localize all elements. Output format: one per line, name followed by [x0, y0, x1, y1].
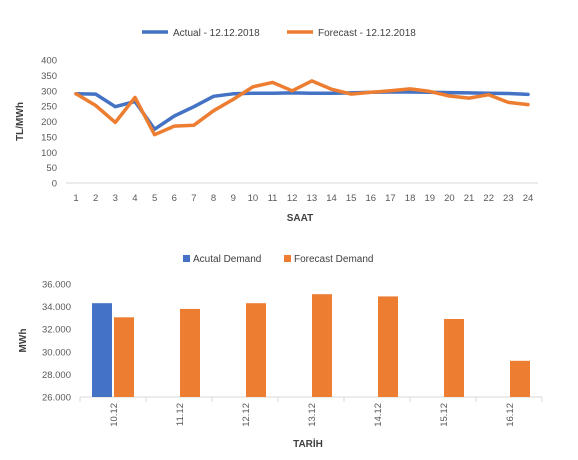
x-tick-label: 21: [464, 193, 475, 204]
legend-label-forecast-demand: Forecast Demand: [294, 254, 373, 265]
x-tick-label: 24: [523, 193, 534, 204]
x-tick-label: 16.12: [505, 403, 516, 427]
bar-forecast-demand: [312, 294, 332, 397]
x-tick-label: 14.12: [373, 403, 384, 427]
x-tick-label: 19: [424, 193, 435, 204]
x-tick-label: 6: [172, 193, 177, 204]
bar-forecast-demand: [246, 303, 266, 397]
x-tick-label: 23: [503, 193, 514, 204]
legend-label-actual: Actual - 12.12.2018: [173, 28, 260, 39]
bar-legend: [183, 255, 291, 262]
x-tick-label: 16: [365, 193, 376, 204]
y-tick-label: 350: [41, 71, 57, 82]
x-tick-label: 3: [113, 193, 118, 204]
bar-forecast-demand: [444, 319, 464, 397]
legend-label-forecast: Forecast - 12.12.2018: [318, 28, 416, 39]
x-tick-label: 11: [268, 193, 278, 204]
legend-swatch-actual-demand: [183, 255, 190, 262]
y-tick-label: 100: [41, 148, 57, 159]
y-tick-label: 200: [41, 117, 57, 128]
x-tick-label: 15: [346, 193, 357, 204]
legend-swatch-forecast-demand: [284, 255, 291, 262]
y-axis-title: MWh: [18, 329, 29, 353]
x-tick-label: 1: [73, 193, 78, 204]
series-line-actual: [74, 90, 530, 131]
x-tick-label: 13.12: [307, 403, 318, 427]
y-tick-label: 26.000: [42, 393, 71, 404]
x-tick-label: 10.12: [109, 403, 120, 427]
y-axis-title: TL/MWh: [15, 102, 26, 141]
y-tick-label: 50: [46, 163, 57, 174]
x-tick-label: 9: [231, 193, 236, 204]
x-tick-label: 10: [248, 193, 259, 204]
legend-label-actual-demand: Acutal Demand: [193, 254, 261, 265]
x-tick-label: 17: [385, 193, 396, 204]
x-tick-label: 12.12: [241, 403, 252, 427]
y-tick-label: 150: [41, 132, 57, 143]
y-tick-label: 30.000: [42, 347, 71, 358]
bar-actual-demand: [92, 303, 112, 397]
x-axis-title: SAAT: [287, 213, 313, 224]
x-tick-label: 11.12: [175, 403, 186, 426]
x-tick-label: 8: [211, 193, 216, 204]
x-tick-label: 18: [405, 193, 416, 204]
x-tick-label: 12: [287, 193, 298, 204]
y-tick-label: 28.000: [42, 370, 71, 381]
x-tick-label: 22: [483, 193, 494, 204]
x-tick-label: 4: [132, 193, 137, 204]
bar-forecast-demand: [180, 308, 200, 397]
y-tick-label: 32.000: [42, 325, 71, 336]
bar-forecast-demand: [114, 317, 134, 397]
x-tick-label: 20: [444, 193, 455, 204]
y-tick-label: 250: [41, 102, 57, 113]
series-line-forecast: [74, 79, 530, 137]
x-tick-label: 7: [191, 193, 196, 204]
y-tick-label: 0: [52, 179, 57, 190]
y-tick-label: 36.000: [42, 280, 71, 291]
y-tick-label: 400: [41, 56, 57, 67]
x-tick-label: 14: [326, 193, 337, 204]
x-tick-label: 2: [93, 193, 98, 204]
x-axis-title: TARİH: [293, 437, 323, 450]
bar-forecast-demand: [510, 360, 530, 397]
bar-forecast-demand: [378, 296, 398, 397]
y-tick-label: 300: [41, 86, 57, 97]
x-tick-label: 5: [152, 193, 157, 204]
x-tick-label: 13: [307, 193, 318, 204]
y-tick-label: 34.000: [42, 302, 71, 313]
x-tick-label: 15.12: [439, 403, 450, 427]
